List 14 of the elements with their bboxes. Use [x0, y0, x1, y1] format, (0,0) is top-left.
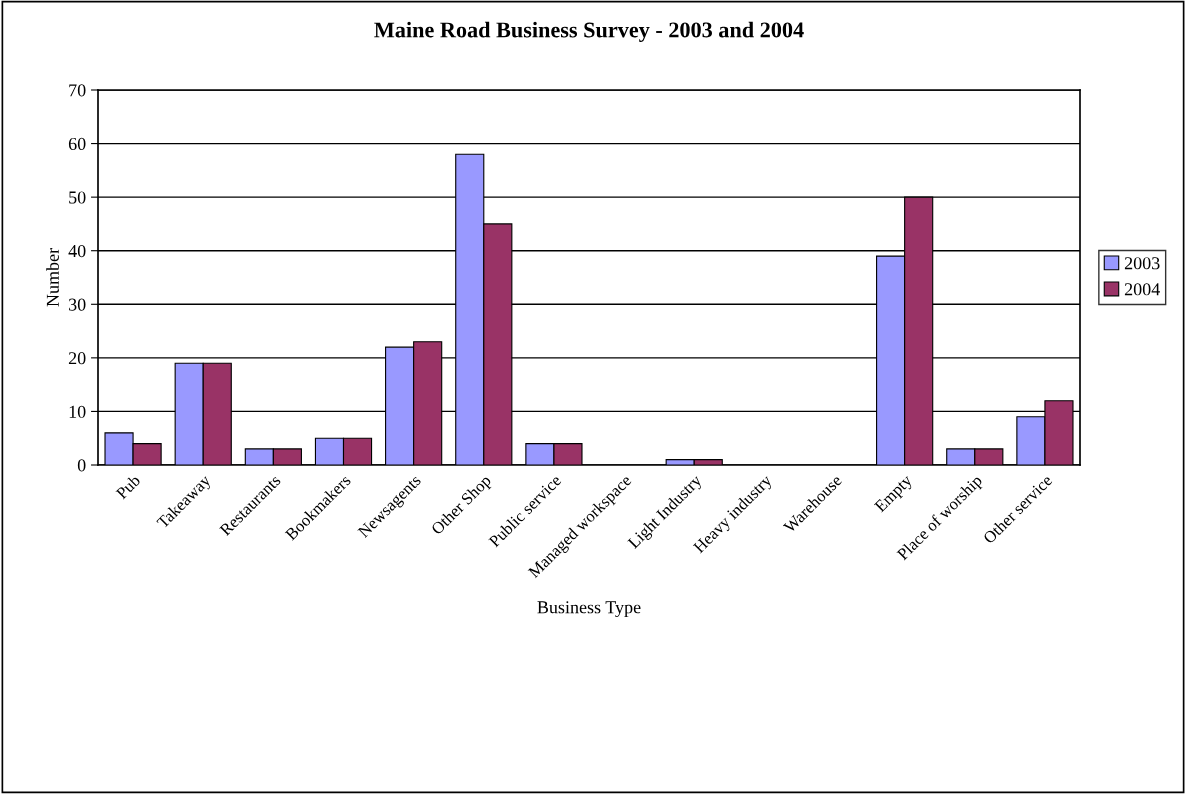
chart-title: Maine Road Business Survey - 2003 and 2004: [374, 21, 804, 43]
x-axis-title: Business Type: [537, 601, 641, 618]
y-tick-label: 30: [69, 298, 86, 311]
y-tick-label: 70: [69, 84, 86, 97]
y-tick-label: 60: [68, 137, 86, 151]
y-tick-label: 20: [68, 352, 86, 365]
y-axis-title: Number: [46, 248, 59, 307]
x-tick-label: Pub: [115, 473, 141, 500]
y-tick-label: 40: [68, 244, 86, 258]
y-tick-label: 10: [69, 405, 86, 418]
y-tick-label: 0: [77, 459, 86, 472]
y-tick-label: 50: [69, 191, 86, 204]
legend-label: 2004: [1124, 283, 1160, 296]
legend-label: 2003: [1124, 257, 1160, 270]
